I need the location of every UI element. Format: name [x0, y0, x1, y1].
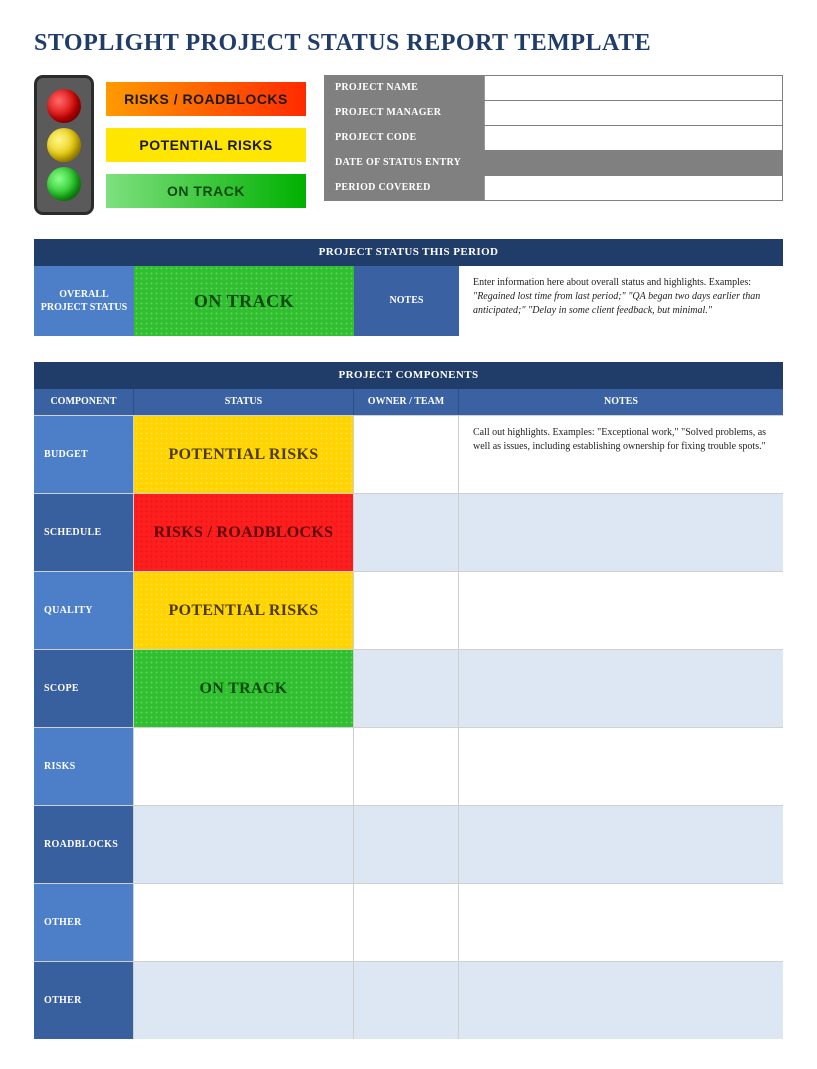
component-owner[interactable] [354, 416, 459, 493]
component-owner[interactable] [354, 494, 459, 571]
component-status [134, 806, 354, 883]
meta-row: PERIOD COVERED [324, 175, 783, 201]
meta-value[interactable] [485, 176, 782, 200]
component-row: QUALITYPOTENTIAL RISKS [34, 571, 783, 649]
meta-row: PROJECT NAME [324, 75, 783, 101]
overall-status-value: ON TRACK [134, 266, 354, 336]
component-notes[interactable] [459, 572, 783, 649]
component-status [134, 728, 354, 805]
green-light-icon [47, 167, 81, 201]
component-owner[interactable] [354, 884, 459, 961]
component-label: BUDGET [34, 416, 134, 493]
meta-label: PROJECT MANAGER [325, 101, 485, 125]
stoplight-legend-block: RISKS / ROADBLOCKS POTENTIAL RISKS ON TR… [34, 75, 306, 215]
overall-status-notes: Enter information here about overall sta… [459, 266, 783, 336]
notes-label: NOTES [354, 266, 459, 336]
component-label: RISKS [34, 728, 134, 805]
header-notes: NOTES [459, 389, 783, 415]
component-label: SCOPE [34, 650, 134, 727]
component-row: OTHER [34, 961, 783, 1039]
component-status [134, 884, 354, 961]
yellow-light-icon [47, 128, 81, 162]
page-title: STOPLIGHT PROJECT STATUS REPORT TEMPLATE [34, 30, 783, 57]
stoplight-icon [34, 75, 94, 215]
status-period-bar: PROJECT STATUS THIS PERIOD [34, 239, 783, 266]
component-owner[interactable] [354, 728, 459, 805]
top-row: RISKS / ROADBLOCKS POTENTIAL RISKS ON TR… [34, 75, 783, 215]
legend: RISKS / ROADBLOCKS POTENTIAL RISKS ON TR… [106, 75, 306, 215]
component-status: ON TRACK [134, 650, 354, 727]
components-bar: PROJECT COMPONENTS [34, 362, 783, 389]
component-owner[interactable] [354, 806, 459, 883]
component-label: QUALITY [34, 572, 134, 649]
component-row: SCOPEON TRACK [34, 649, 783, 727]
component-row: OTHER [34, 883, 783, 961]
meta-value[interactable] [485, 101, 782, 125]
component-notes[interactable] [459, 884, 783, 961]
component-label: ROADBLOCKS [34, 806, 134, 883]
component-notes[interactable]: Call out highlights. Examples: "Exceptio… [459, 416, 783, 493]
overall-status-label: OVERALL PROJECT STATUS [34, 266, 134, 336]
meta-label: PROJECT CODE [325, 126, 485, 150]
component-label: SCHEDULE [34, 494, 134, 571]
component-owner[interactable] [354, 962, 459, 1039]
component-status [134, 962, 354, 1039]
component-notes[interactable] [459, 650, 783, 727]
meta-row: PROJECT MANAGER [324, 100, 783, 126]
component-notes[interactable] [459, 962, 783, 1039]
header-owner: OWNER / TEAM [354, 389, 459, 415]
legend-red: RISKS / ROADBLOCKS [106, 82, 306, 116]
status-period-row: OVERALL PROJECT STATUS ON TRACK NOTES En… [34, 266, 783, 336]
component-row: RISKS [34, 727, 783, 805]
component-notes[interactable] [459, 728, 783, 805]
header-status: STATUS [134, 389, 354, 415]
component-notes[interactable] [459, 494, 783, 571]
notes-examples: "Regained lost time from last period;" "… [473, 291, 760, 316]
component-label: OTHER [34, 884, 134, 961]
meta-value[interactable] [485, 76, 782, 100]
red-light-icon [47, 89, 81, 123]
header-component: COMPONENT [34, 389, 134, 415]
meta-row: DATE OF STATUS ENTRY [324, 150, 783, 176]
meta-label: PROJECT NAME [325, 76, 485, 100]
component-notes[interactable] [459, 806, 783, 883]
component-status: RISKS / ROADBLOCKS [134, 494, 354, 571]
component-label: OTHER [34, 962, 134, 1039]
meta-row: PROJECT CODE [324, 125, 783, 151]
notes-intro: Enter information here about overall sta… [473, 277, 751, 288]
component-owner[interactable] [354, 650, 459, 727]
components-headers: COMPONENT STATUS OWNER / TEAM NOTES [34, 389, 783, 415]
legend-yellow: POTENTIAL RISKS [106, 128, 306, 162]
component-row: SCHEDULERISKS / ROADBLOCKS [34, 493, 783, 571]
legend-green: ON TRACK [106, 174, 306, 208]
component-status: POTENTIAL RISKS [134, 416, 354, 493]
component-owner[interactable] [354, 572, 459, 649]
component-row: BUDGETPOTENTIAL RISKS Call out highlights… [34, 415, 783, 493]
component-row: ROADBLOCKS [34, 805, 783, 883]
meta-table: PROJECT NAMEPROJECT MANAGERPROJECT CODED… [324, 75, 783, 215]
components-body: BUDGETPOTENTIAL RISKSCall out highlights… [34, 415, 783, 1039]
component-status: POTENTIAL RISKS [134, 572, 354, 649]
meta-label: PERIOD COVERED [325, 176, 485, 200]
meta-value[interactable] [485, 126, 782, 150]
meta-label: DATE OF STATUS ENTRY [325, 151, 782, 175]
